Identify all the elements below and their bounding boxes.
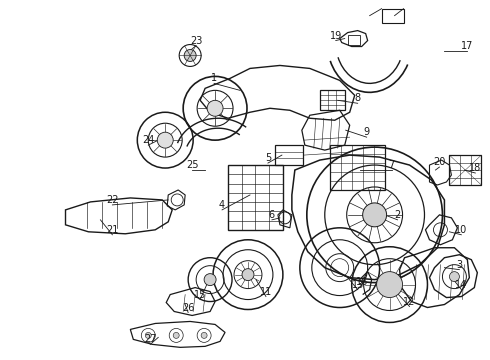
Text: 24: 24 bbox=[142, 135, 154, 145]
Text: 15: 15 bbox=[194, 289, 206, 300]
Bar bbox=[320, 90, 345, 110]
Bar bbox=[330, 145, 385, 190]
Text: 19: 19 bbox=[330, 31, 342, 41]
Text: 9: 9 bbox=[364, 127, 370, 137]
Bar bbox=[348, 35, 360, 45]
Circle shape bbox=[204, 274, 216, 285]
Text: 6: 6 bbox=[269, 210, 275, 220]
Circle shape bbox=[173, 332, 179, 338]
Text: 20: 20 bbox=[433, 157, 445, 167]
Text: 22: 22 bbox=[106, 195, 119, 205]
Text: 16: 16 bbox=[356, 276, 368, 287]
Text: 21: 21 bbox=[106, 225, 119, 235]
Text: 12: 12 bbox=[403, 297, 416, 306]
Circle shape bbox=[201, 332, 207, 338]
Text: 1: 1 bbox=[211, 73, 217, 84]
Text: 23: 23 bbox=[190, 36, 202, 46]
Text: 5: 5 bbox=[265, 153, 271, 163]
Text: 26: 26 bbox=[182, 302, 195, 312]
Text: 14: 14 bbox=[455, 280, 467, 289]
Circle shape bbox=[242, 269, 254, 280]
Bar bbox=[228, 165, 283, 230]
Text: 3: 3 bbox=[456, 260, 463, 270]
Circle shape bbox=[145, 332, 151, 338]
Text: 4: 4 bbox=[219, 200, 225, 210]
Text: 10: 10 bbox=[455, 225, 467, 235]
Circle shape bbox=[377, 272, 403, 298]
Text: 18: 18 bbox=[469, 163, 482, 173]
Text: 7: 7 bbox=[389, 160, 395, 170]
Text: 8: 8 bbox=[355, 93, 361, 103]
Circle shape bbox=[157, 132, 173, 148]
Bar bbox=[449, 155, 481, 185]
Bar bbox=[382, 9, 404, 23]
Text: 25: 25 bbox=[186, 160, 198, 170]
Text: 17: 17 bbox=[461, 41, 473, 50]
Circle shape bbox=[449, 272, 460, 282]
Text: 27: 27 bbox=[144, 334, 156, 345]
Circle shape bbox=[184, 50, 196, 62]
Circle shape bbox=[207, 100, 223, 116]
Text: 2: 2 bbox=[394, 210, 401, 220]
Text: 11: 11 bbox=[260, 287, 272, 297]
Circle shape bbox=[363, 203, 387, 227]
Text: 13: 13 bbox=[351, 280, 364, 289]
Bar bbox=[275, 145, 303, 165]
